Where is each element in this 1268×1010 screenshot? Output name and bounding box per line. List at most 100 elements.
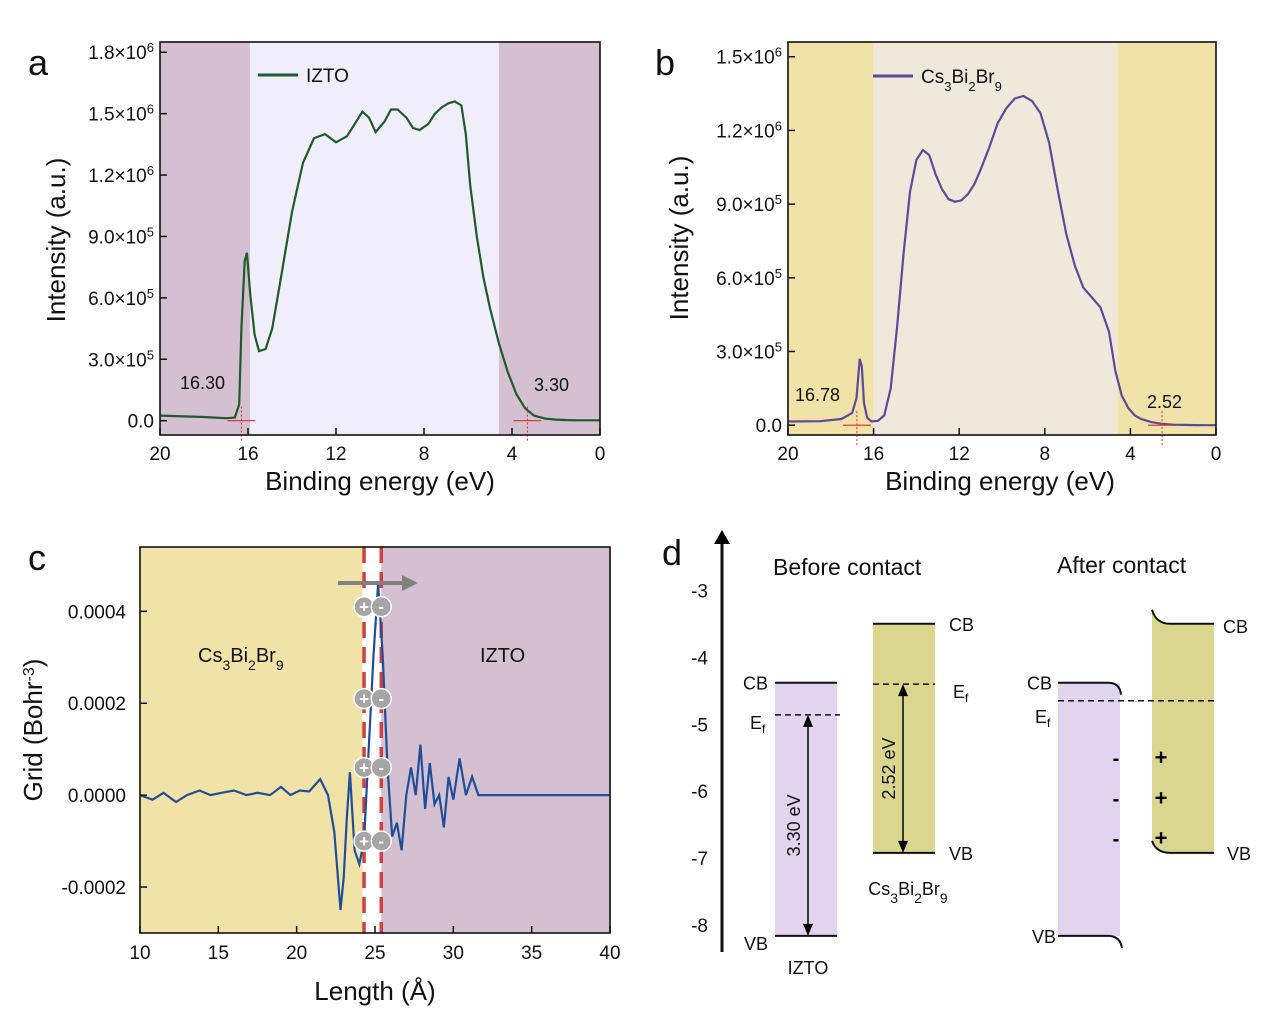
panel-d-after-ef-label: E — [1035, 707, 1047, 727]
panel-a-region-2 — [498, 42, 600, 435]
panel-c-ytick-label-1: 0.0000 — [68, 786, 126, 807]
panel-b-ytick-label-1: 3.0×105 — [716, 339, 782, 364]
panel-a-annotation-right: 3.30 — [534, 375, 569, 395]
panel-b-ytick-label-3: 9.0×105 — [716, 192, 782, 217]
panel-c-charge-negative-symbol-0: - — [378, 598, 384, 617]
panel-d-ytick-label-2: -5 — [691, 715, 708, 736]
panel-d-after-minus-2: - — [1113, 829, 1120, 851]
panel-d-after-plus-0: + — [1155, 745, 1168, 770]
panel-b-series-line — [787, 94, 1216, 427]
panel-a-annotation-left: 16.30 — [180, 373, 225, 393]
panel-d-title-after: After contact — [1057, 552, 1187, 578]
panel-c-charge-negative-0 — [370, 595, 393, 618]
panel-b: 20 16 12 8 4 0 0.0 3.0×105 6.0×105 9.0×105 1.2×106… — [655, 41, 1221, 496]
panel-a-region-1 — [250, 42, 499, 435]
panel-a-legend-text: IZTO — [306, 66, 349, 87]
panel-d-after-izto-band — [1058, 682, 1120, 936]
panel-a: 20 16 12 8 4 0 0.0 3.0×105 6.0×105 9.0×105 1.2×106… — [28, 40, 605, 496]
panel-d-after-cs-cb-label: CB — [1223, 617, 1248, 637]
panel-d-izto-vb-label: VB — [744, 934, 768, 954]
panel-d-after-cs-band — [1152, 609, 1214, 853]
panel-d-cs-gap-arrowhead-top — [898, 684, 908, 697]
panel-d-cs-vb-label: VB — [949, 844, 973, 864]
panel-a-ytick-label-2: 6.0×105 — [88, 285, 154, 310]
panel-label-b: b — [655, 42, 675, 83]
panel-c-ytick-label-0: -0.0002 — [62, 878, 126, 899]
panel-a-xtick-label-3: 8 — [419, 444, 430, 465]
panel-d-cs-ef-subscript: f — [965, 691, 969, 705]
panel-c-ytick-label-3: 0.0004 — [68, 602, 127, 623]
panel-d-cs-band — [873, 623, 935, 853]
panel-d-cs-ef-label: E — [953, 682, 965, 702]
panel-c-charge-positive-symbol-2: + — [359, 759, 369, 778]
panel-b-xtick-label-0: 20 — [777, 444, 798, 465]
panel-c-xtick-label-2: 20 — [286, 943, 307, 964]
panel-c-xtick-label-0: 10 — [129, 943, 150, 964]
panel-b-ytick-label-5: 1.5×106 — [716, 44, 782, 69]
panel-d-after-izto-vb-label: VB — [1032, 927, 1056, 947]
panel-d-izto-ef-subscript: f — [762, 722, 766, 736]
panel-d-izto-ef-label: E — [750, 713, 762, 733]
panel-a-xtick-label-4: 4 — [507, 444, 518, 465]
panel-d-after-cs-vb-line — [1151, 840, 1214, 854]
panel-a-ytick-label-3: 9.0×105 — [88, 224, 154, 249]
panel-b-ytick-label-2: 6.0×105 — [716, 265, 782, 290]
panel-a-xtick-label-0: 20 — [149, 444, 170, 465]
panel-b-xtick-label-3: 8 — [1040, 444, 1051, 465]
panel-a-xtick-label-5: 0 — [595, 444, 606, 465]
panel-a-region-0 — [160, 42, 251, 435]
panel-b-region-2 — [1117, 42, 1216, 435]
panel-d-ytick-label-4: -7 — [691, 849, 708, 870]
panel-d-izto-gap-arrowhead-top — [803, 714, 813, 727]
panel-a-ytick-label-1: 3.0×105 — [88, 347, 154, 372]
panel-a-ytick-label-4: 1.2×106 — [88, 163, 154, 188]
panel-a-series-line — [159, 100, 600, 422]
panel-a-ytick-label-5: 1.5×106 — [88, 101, 154, 126]
panel-c-region-bg-2 — [381, 547, 610, 933]
panel-c-region-bg-0 — [140, 547, 363, 933]
panel-c-ytick-label-2: 0.0002 — [68, 694, 126, 715]
panel-b-region-1 — [873, 42, 1118, 435]
panel-d-cs-cb-label: CB — [949, 615, 974, 635]
panel-d-energy-axis-arrowhead — [714, 530, 730, 544]
panel-c-xtick-label-5: 35 — [521, 943, 542, 964]
panel-label-d: d — [662, 532, 682, 573]
panel-c-ylabel: Grid (Bohr-3) — [18, 659, 48, 802]
panel-b-xtick-label-4: 4 — [1125, 444, 1136, 465]
panel-b-frame — [787, 41, 1217, 436]
panel-b-ytick-label-4: 1.2×106 — [716, 118, 782, 143]
panel-label-c: c — [28, 537, 46, 578]
panel-d-ytick-label-5: -8 — [691, 916, 708, 937]
panel-c-series-line — [139, 583, 610, 911]
panel-d-after-cs-vb-label: VB — [1227, 844, 1251, 864]
panel-c-charge-positive-symbol-0: + — [359, 598, 369, 617]
panel-c-xtick-label-4: 30 — [443, 943, 464, 964]
panel-b-xtick-label-2: 12 — [949, 444, 970, 465]
panel-c-charge-negative-1 — [370, 687, 393, 710]
panel-d-cs-name: Cs3Bi2Br9 — [868, 879, 948, 906]
panel-d-izto-gap-arrowhead-bottom — [803, 923, 813, 936]
panel-d-after-minus-0: - — [1113, 748, 1120, 770]
panel-b-xtick-label-1: 16 — [863, 444, 884, 465]
panel-a-xlabel: Binding energy (eV) — [265, 466, 495, 496]
panel-d-after-izto-cb-line — [1058, 681, 1122, 695]
panel-d-cs-gap-arrowhead-bottom — [898, 840, 908, 853]
panel-c-charge-negative-3 — [370, 830, 393, 852]
panel-c-charge-positive-symbol-3: + — [359, 832, 369, 851]
panel-a-ytick-label-0: 0.0 — [128, 412, 154, 433]
panel-c-charge-positive-symbol-1: + — [359, 690, 369, 709]
panel-c: 10 15 20 25 30 35 40-0.00020.00000.00020.0004 … — [18, 537, 621, 1006]
panel-d-after-plus-1: + — [1155, 785, 1168, 810]
panel-c-xtick-label-3: 25 — [364, 943, 385, 964]
panel-b-xlabel: Binding energy (eV) — [885, 466, 1115, 496]
panel-c-arrow-head — [402, 575, 418, 591]
panel-b-ylabel: Intensity (a.u.) — [664, 156, 694, 321]
panel-d-after-minus-1: - — [1113, 788, 1120, 810]
panel-d-izto-name: IZTO — [788, 958, 829, 978]
panel-d-ytick-label-1: -4 — [691, 648, 708, 669]
panel-d-after-ef-subscript: f — [1047, 716, 1051, 730]
panel-a-xtick-label-2: 12 — [325, 444, 346, 465]
panel-c-xtick-label-6: 40 — [599, 943, 620, 964]
panel-d-ytick-label-3: -6 — [691, 782, 708, 803]
